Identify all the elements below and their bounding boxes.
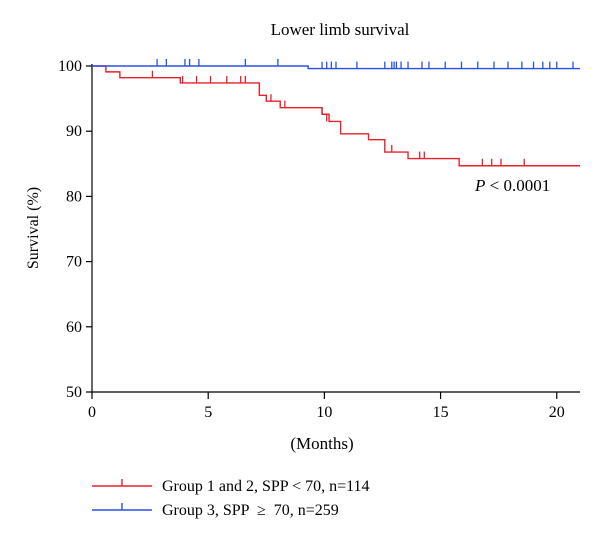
- series-line-2: [92, 65, 580, 70]
- chart-title: Lower limb survival: [271, 20, 410, 39]
- legend-item-group-1-2: Group 1 and 2, SPP < 70, n=114: [92, 478, 370, 495]
- legend-label-group-1-2: Group 1 and 2, SPP < 70, n=114: [162, 478, 370, 495]
- y-tick-label: 80: [66, 188, 82, 205]
- x-tick-label: 10: [316, 404, 332, 421]
- y-tick-label: 60: [66, 319, 82, 336]
- plot-area: 50 60 70 80 90 100 0 5 10 15 20: [58, 58, 580, 421]
- y-tick-label: 70: [66, 254, 82, 271]
- y-axis-label: Survival (%): [25, 187, 42, 269]
- x-tick-label: 15: [433, 404, 449, 421]
- y-tick-label: 90: [66, 123, 82, 140]
- p-value-annotation: P < 0.0001: [474, 176, 550, 195]
- p-value-text: < 0.0001: [485, 176, 550, 195]
- p-value-symbol: P: [474, 176, 485, 195]
- series-1: [92, 65, 580, 167]
- legend-label-group-3: Group 3, SPP ≥ 70, n=259: [162, 502, 339, 519]
- y-tick-label: 100: [58, 58, 82, 75]
- y-tick-label: 50: [66, 384, 82, 401]
- x-axis-label: (Months): [290, 434, 353, 453]
- series-line-1: [92, 65, 580, 167]
- x-tick-label: 20: [549, 404, 565, 421]
- series-2: [92, 59, 580, 70]
- legend: Group 1 and 2, SPP < 70, n=114 Group 3, …: [92, 478, 370, 519]
- legend-item-group-3: Group 3, SPP ≥ 70, n=259: [92, 502, 339, 519]
- x-tick-label: 5: [204, 404, 212, 421]
- x-tick-label: 0: [88, 404, 96, 421]
